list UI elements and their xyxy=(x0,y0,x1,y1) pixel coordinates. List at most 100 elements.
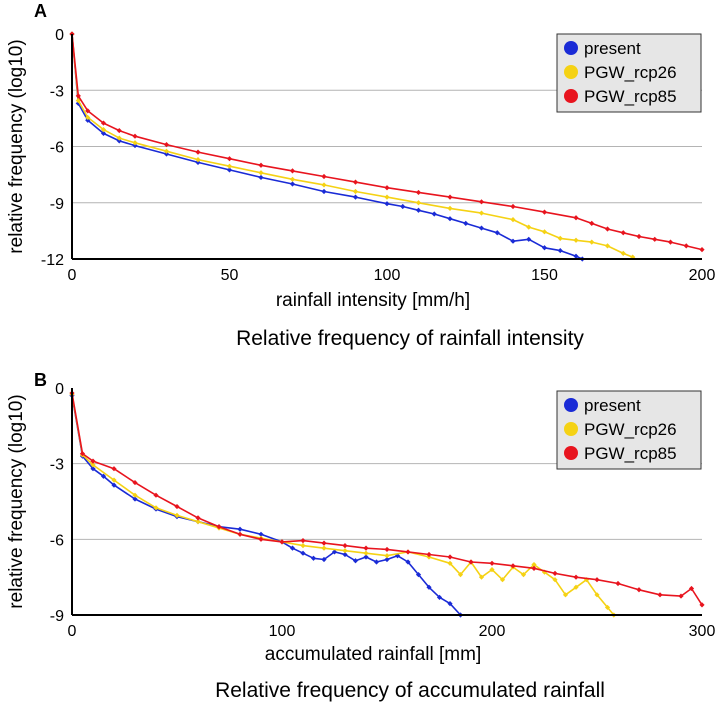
data-point xyxy=(300,543,306,549)
data-point xyxy=(331,549,338,555)
legend-box xyxy=(556,33,702,113)
data-point xyxy=(478,210,485,216)
data-point xyxy=(321,173,327,180)
data-point xyxy=(447,216,453,222)
data-point xyxy=(657,592,663,598)
series-line xyxy=(71,394,615,616)
data-point xyxy=(373,559,380,565)
data-point xyxy=(153,505,159,511)
data-point xyxy=(604,604,611,611)
data-point xyxy=(384,201,390,207)
data-point xyxy=(400,203,406,210)
data-point xyxy=(321,540,327,546)
data-point xyxy=(541,209,548,215)
data-point xyxy=(583,577,590,583)
data-point xyxy=(226,156,233,162)
data-point xyxy=(589,239,595,245)
data-point xyxy=(384,185,390,191)
data-point xyxy=(352,179,359,185)
data-point xyxy=(289,545,296,551)
x-tick-label: 100 xyxy=(374,267,401,284)
data-point xyxy=(431,211,437,217)
data-point xyxy=(100,120,107,126)
data-point xyxy=(258,170,264,176)
y-tick-label: -12 xyxy=(41,252,64,269)
legend-label: present xyxy=(584,39,641,58)
series-line xyxy=(71,33,703,251)
data-point xyxy=(363,554,369,560)
data-point xyxy=(100,130,107,136)
data-point xyxy=(163,142,170,148)
data-point xyxy=(289,181,296,187)
data-point xyxy=(237,526,243,532)
data-point xyxy=(573,584,579,590)
data-point xyxy=(494,230,500,236)
data-point xyxy=(478,574,485,580)
data-point xyxy=(620,250,626,256)
legend-marker xyxy=(564,446,578,460)
data-point xyxy=(531,565,537,571)
data-point xyxy=(100,473,107,479)
data-point xyxy=(289,176,296,182)
data-point xyxy=(111,477,117,483)
data-point xyxy=(415,572,422,578)
data-point xyxy=(163,151,170,157)
data-point xyxy=(510,238,516,244)
data-point xyxy=(604,226,611,232)
data-point xyxy=(132,142,138,149)
data-point xyxy=(436,594,443,600)
data-point xyxy=(652,236,658,242)
data-point xyxy=(342,543,348,549)
data-point xyxy=(226,167,233,173)
data-point xyxy=(85,117,91,123)
series-pgw-rcp26 xyxy=(69,391,617,618)
data-point xyxy=(557,247,563,254)
data-point xyxy=(468,559,474,565)
series-pgw-rcp26 xyxy=(69,31,636,260)
data-point xyxy=(615,580,621,587)
data-point xyxy=(111,466,117,472)
data-point xyxy=(258,536,264,542)
data-point xyxy=(85,108,91,114)
data-point xyxy=(132,140,138,146)
data-point xyxy=(90,458,96,464)
data-point xyxy=(405,549,411,555)
y-tick-label: 0 xyxy=(55,27,64,44)
data-point xyxy=(552,570,558,576)
data-point xyxy=(342,548,348,554)
legend: present PGW_rcp26 PGW_rcp85 xyxy=(556,33,702,113)
data-point xyxy=(562,592,569,598)
data-point xyxy=(636,587,642,593)
y-tick-label: -6 xyxy=(50,532,64,549)
x-tick-label: 150 xyxy=(531,267,558,284)
series-present xyxy=(69,31,585,262)
legend-label: PGW_rcp26 xyxy=(584,63,677,82)
data-point xyxy=(132,492,138,498)
data-point xyxy=(478,225,485,231)
data-point xyxy=(85,114,91,121)
y-axis-label: relative frequency (log10) xyxy=(6,39,27,253)
data-point xyxy=(258,174,264,181)
series-pgw-rcp85 xyxy=(69,31,705,253)
series-present xyxy=(69,392,464,618)
data-point xyxy=(447,205,453,211)
data-point xyxy=(499,577,506,583)
y-tick-label: -3 xyxy=(50,457,64,474)
data-point xyxy=(573,253,579,259)
data-point xyxy=(688,585,695,592)
data-point xyxy=(541,229,548,235)
data-point xyxy=(573,574,579,580)
legend-label: PGW_rcp85 xyxy=(584,444,677,463)
x-tick-label: 100 xyxy=(269,623,296,640)
chart-title: Relative frequency of accumulated rainfa… xyxy=(215,679,605,702)
data-point xyxy=(132,496,138,502)
x-tick-label: 0 xyxy=(68,267,77,284)
data-point xyxy=(447,554,453,560)
data-point xyxy=(174,512,180,518)
data-point xyxy=(100,127,107,133)
y-tick-label: -9 xyxy=(50,608,64,625)
legend-marker xyxy=(564,65,578,79)
data-point xyxy=(90,462,96,468)
